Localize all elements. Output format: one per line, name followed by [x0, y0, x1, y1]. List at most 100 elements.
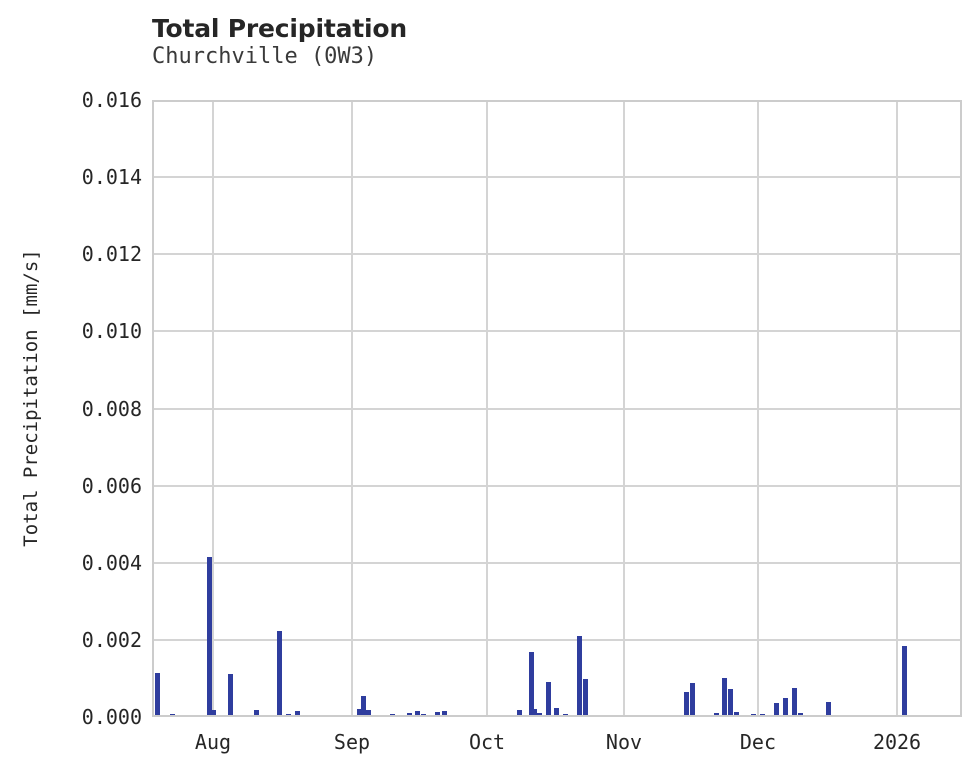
bar [683, 691, 689, 717]
x-tick-label: Nov [605, 730, 643, 754]
bar [211, 710, 217, 717]
bar [486, 715, 492, 717]
x-tick-label: Sep [333, 730, 371, 754]
bar [674, 715, 680, 717]
gridline-vertical [756, 100, 759, 717]
bar [901, 646, 907, 717]
bar [532, 708, 538, 717]
bar [583, 679, 589, 717]
bar [523, 715, 529, 717]
bar [472, 714, 478, 717]
bar [216, 714, 222, 717]
bar [750, 713, 756, 717]
bar [343, 715, 349, 717]
y-tick-label: 0.010 [81, 319, 142, 344]
bar [434, 712, 440, 717]
title-block: Total Precipitation Churchville (0W3) [152, 14, 852, 70]
bar [689, 682, 695, 717]
bar [451, 715, 457, 717]
bar [360, 695, 366, 717]
bar [262, 714, 268, 717]
gridline-vertical [211, 100, 214, 717]
gridline-vertical [350, 100, 353, 717]
bar [170, 713, 176, 717]
bar [277, 630, 283, 717]
bar [602, 715, 608, 717]
bar [493, 715, 499, 717]
bar [398, 715, 404, 717]
bar [826, 702, 832, 717]
bar [819, 715, 825, 717]
gridline-horizontal [152, 561, 962, 564]
bar [618, 715, 624, 717]
chart-title: Total Precipitation [152, 14, 407, 43]
bar [873, 714, 879, 717]
bar [154, 673, 160, 717]
bar [462, 715, 468, 717]
bar [389, 713, 395, 717]
y-tick-label: 0.000 [81, 705, 142, 729]
bar [714, 713, 720, 717]
bar [864, 715, 870, 717]
gridline-horizontal [152, 330, 962, 333]
chart-subtitle: Churchville (0W3) [152, 44, 378, 69]
bar [427, 715, 433, 717]
y-tick-label: 0.008 [81, 396, 142, 421]
bar [375, 715, 381, 717]
bar [568, 714, 574, 717]
bar [759, 714, 765, 717]
bar [295, 710, 301, 717]
bar [537, 713, 543, 717]
y-tick-label: 0.014 [81, 165, 142, 190]
gridline-horizontal [152, 407, 962, 410]
gridline-vertical [896, 100, 899, 717]
bar [928, 715, 934, 717]
bar [882, 715, 888, 717]
bar [356, 708, 362, 717]
x-tick-label: Dec [739, 730, 777, 754]
bar [181, 715, 187, 717]
bar [810, 714, 816, 717]
bar [441, 710, 447, 717]
bar [369, 714, 375, 717]
bar [576, 636, 582, 717]
bar [407, 712, 413, 717]
bar [846, 714, 852, 717]
y-tick-label: 0.004 [81, 550, 142, 575]
bar [529, 651, 535, 717]
bar [517, 710, 523, 717]
bar [562, 713, 568, 717]
bar [728, 689, 734, 717]
x-axis-ticks: Aug Sep Oct Nov Dec 2026 [152, 730, 962, 760]
bar [382, 714, 388, 717]
gridline-horizontal [152, 638, 962, 641]
gridline-horizontal [152, 484, 962, 487]
gridline-horizontal [152, 176, 962, 179]
gridline-horizontal [152, 253, 962, 256]
x-tick-label: 2026 [872, 730, 922, 754]
gridline-vertical [486, 100, 489, 717]
bar [791, 688, 797, 717]
bar [835, 715, 841, 717]
y-tick-label: 0.006 [81, 473, 142, 498]
y-tick-label: 0.012 [81, 242, 142, 267]
bar [734, 712, 740, 717]
bar [254, 710, 260, 717]
bar [798, 712, 804, 717]
bar [743, 715, 749, 717]
bar [768, 714, 774, 717]
x-tick-label: Oct [468, 730, 506, 754]
bar [782, 697, 788, 717]
bar [286, 713, 292, 717]
bar [553, 707, 559, 717]
bar [721, 678, 727, 717]
y-tick-label: 0.016 [81, 88, 142, 112]
bar [162, 714, 168, 717]
bar [207, 556, 213, 717]
y-tick-label: 0.002 [81, 627, 142, 652]
plot-area [152, 100, 962, 717]
bar [421, 713, 427, 717]
bar [774, 702, 780, 717]
bar [504, 715, 510, 717]
